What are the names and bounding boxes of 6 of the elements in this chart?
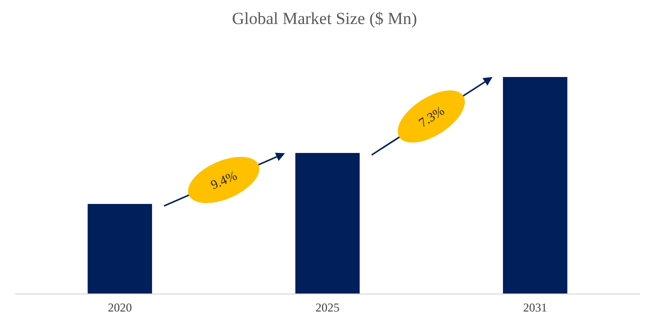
x-tick-label: 2031 (523, 300, 548, 315)
annotation: 9.4% (208, 168, 240, 192)
x-tick-label: 2020 (108, 300, 132, 315)
chart-title: Global Market Size ($ Mn) (232, 9, 418, 28)
annotation: 7.3% (416, 102, 447, 130)
x-tick-label: 2025 (316, 300, 340, 315)
